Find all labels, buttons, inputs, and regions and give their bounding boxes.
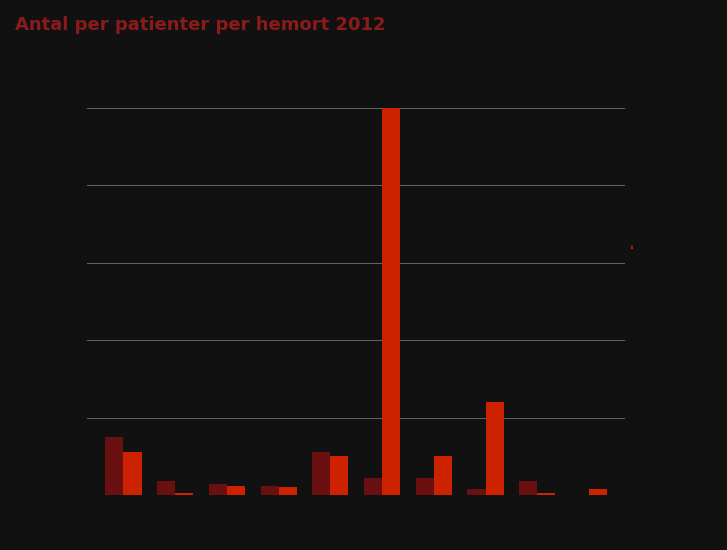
Bar	[416, 478, 434, 495]
Bar	[434, 456, 452, 495]
Bar	[157, 481, 175, 495]
Bar	[175, 493, 193, 495]
Bar	[124, 453, 142, 495]
Bar	[260, 486, 278, 495]
Bar	[519, 481, 537, 495]
Legend: Serie 1, Serie 2: Serie 1, Serie 2	[631, 245, 638, 248]
Bar	[364, 478, 382, 495]
Bar	[382, 108, 400, 495]
Bar	[278, 487, 297, 495]
Bar	[486, 402, 504, 495]
Bar	[227, 486, 245, 495]
Bar	[209, 484, 227, 495]
Text: Antal per patienter per hemort 2012: Antal per patienter per hemort 2012	[15, 16, 385, 35]
Bar	[330, 456, 348, 495]
Bar	[537, 493, 555, 495]
Bar	[467, 489, 486, 495]
Bar	[589, 489, 607, 495]
Bar	[105, 437, 124, 495]
Bar	[313, 453, 330, 495]
